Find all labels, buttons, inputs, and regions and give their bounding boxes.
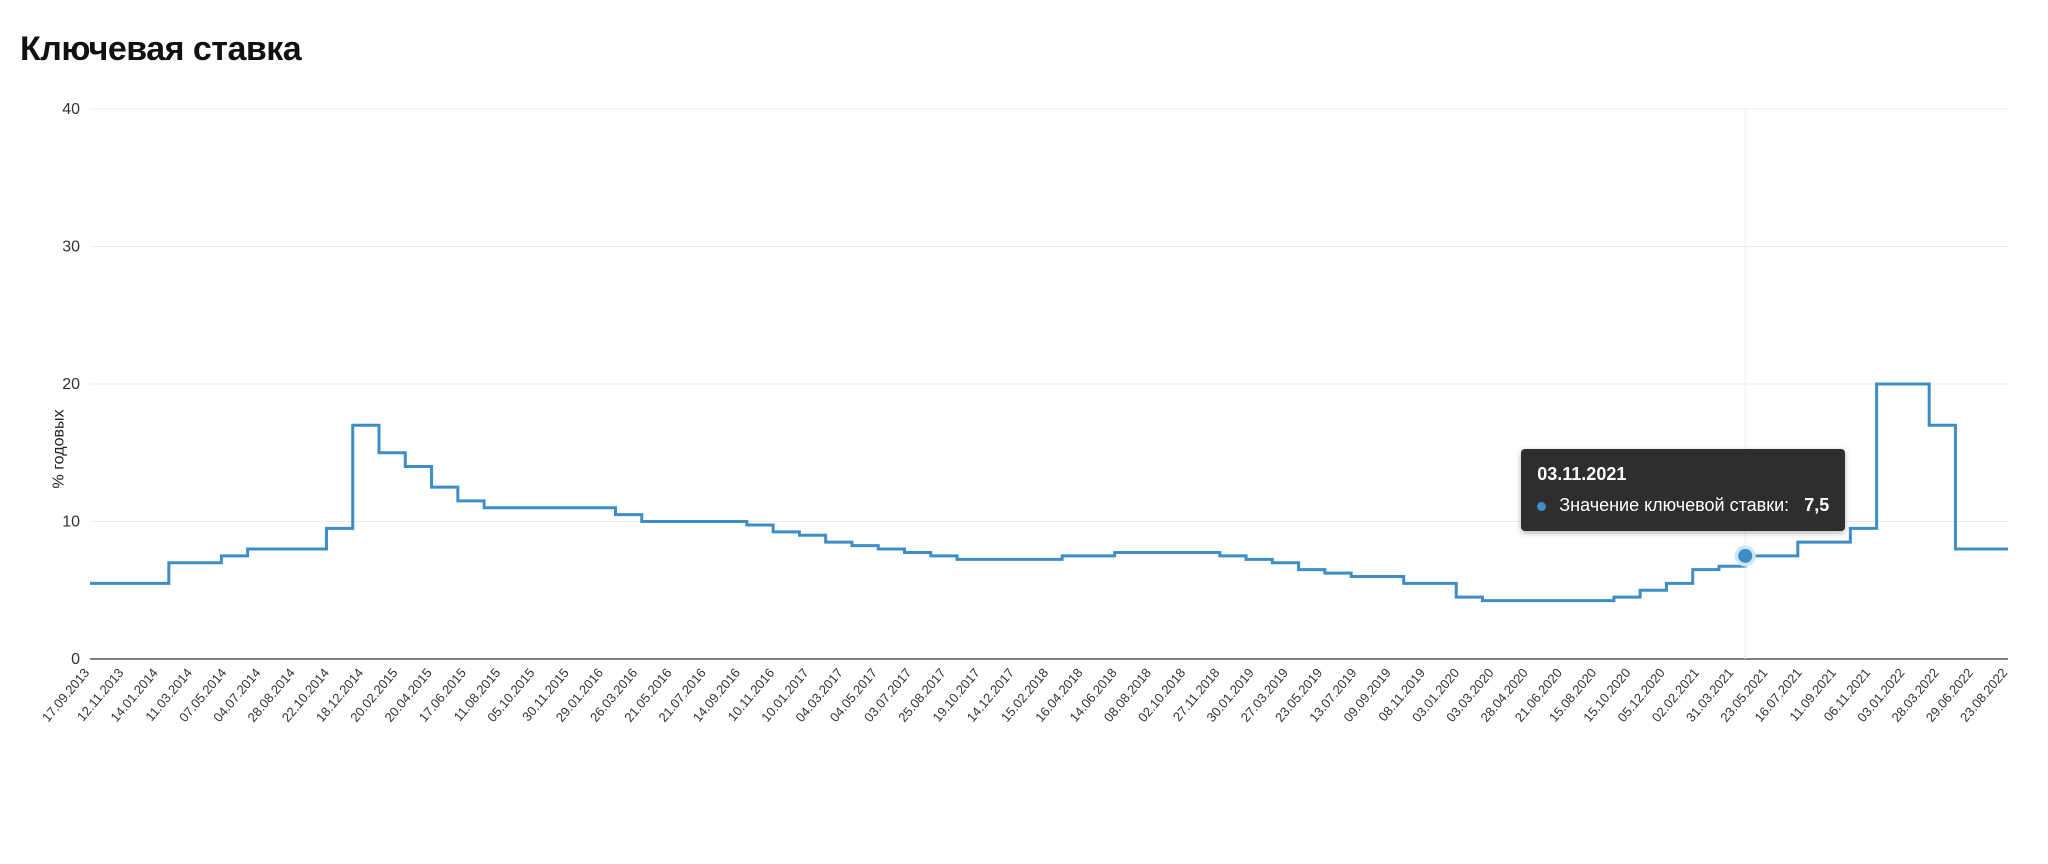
svg-text:0: 0 (71, 651, 80, 668)
tooltip-row: Значение ключевой ставки: 7,5 (1537, 492, 1829, 519)
tooltip-label: Значение ключевой ставки: (1559, 495, 1789, 515)
chart-tooltip: 03.11.2021 Значение ключевой ставки: 7,5 (1521, 449, 1845, 531)
tooltip-value: 7,5 (1804, 495, 1829, 515)
svg-text:40: 40 (62, 101, 80, 118)
chart-container: % годовых 01020304017.09.201312.11.20131… (20, 89, 2028, 809)
svg-text:30: 30 (62, 239, 80, 256)
tooltip-date: 03.11.2021 (1537, 461, 1829, 488)
tooltip-bullet-icon (1537, 502, 1546, 511)
svg-text:20: 20 (62, 376, 80, 393)
y-axis-title: % годовых (50, 410, 68, 489)
chart-title: Ключевая ставка (20, 30, 2028, 69)
svg-text:10: 10 (62, 514, 80, 531)
